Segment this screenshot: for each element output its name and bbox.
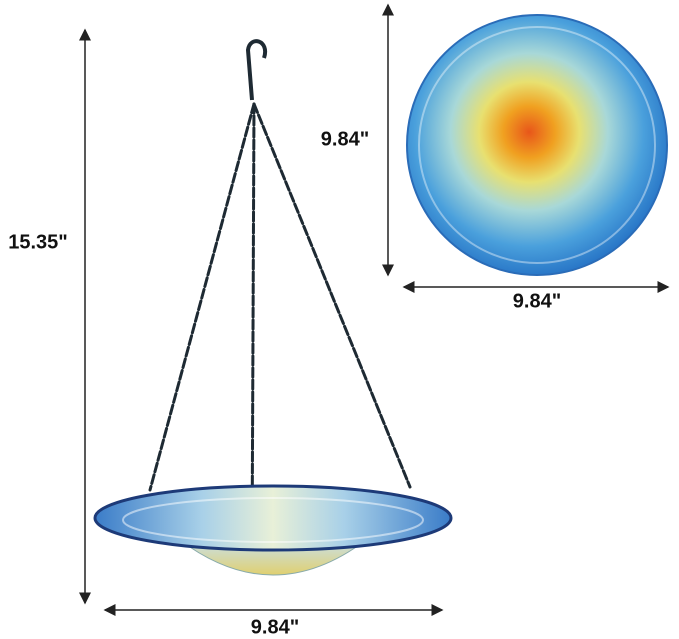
height-label: 15.35" xyxy=(8,231,68,253)
top-view-height-label: 9.84" xyxy=(321,128,369,150)
disc-rim xyxy=(418,26,656,264)
bowl xyxy=(93,484,453,552)
top-view-disc xyxy=(406,14,668,276)
bowl-highlight xyxy=(122,497,424,543)
hook xyxy=(245,39,268,101)
top-view-width-label: 9.84" xyxy=(513,290,561,312)
chain xyxy=(148,102,256,492)
chain xyxy=(250,102,256,562)
chain xyxy=(252,102,412,489)
bowl-width-label: 9.84" xyxy=(251,616,299,638)
